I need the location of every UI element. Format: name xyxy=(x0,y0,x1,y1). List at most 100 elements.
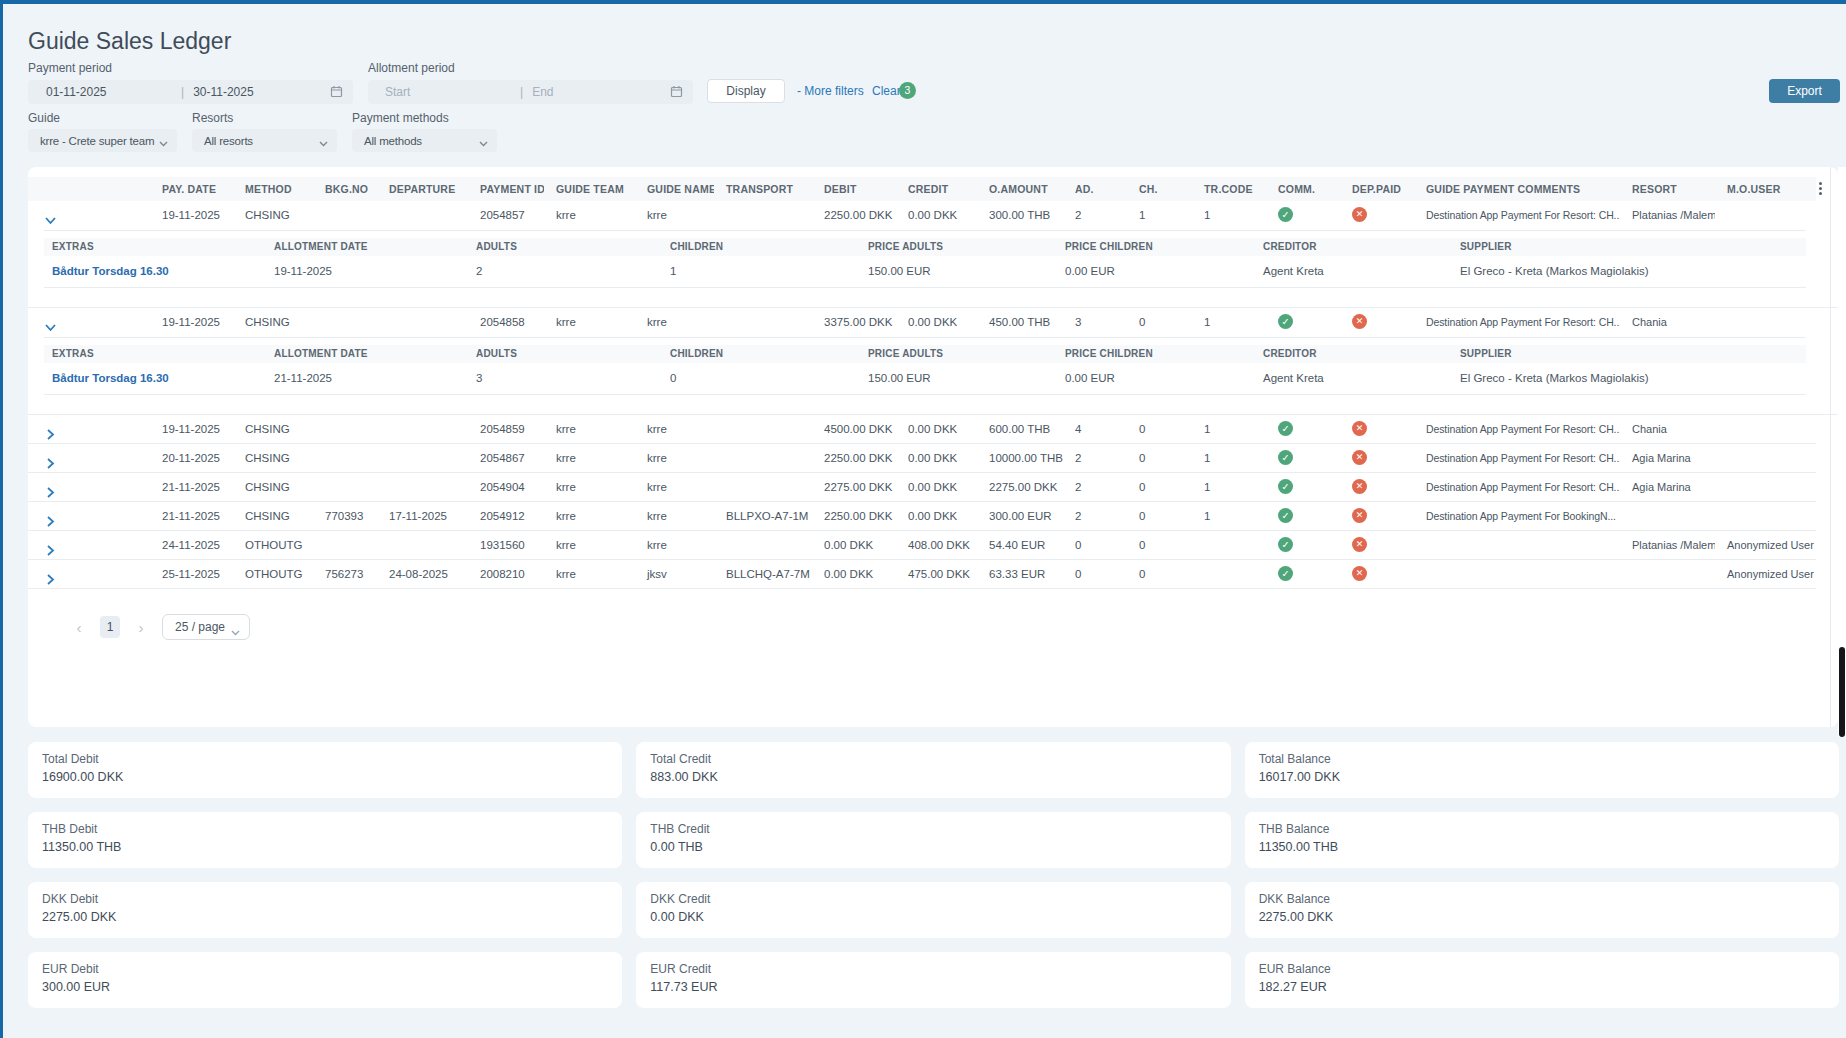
extras-link[interactable]: Bådtur Torsdag 16.30 xyxy=(44,363,266,394)
summary-card: Total Debit 16900.00 DKK xyxy=(28,742,622,798)
summary-value: 117.73 EUR xyxy=(650,980,1216,994)
allotment-period-input[interactable]: Start | End xyxy=(368,80,693,104)
commission-paid-icon: ✓ xyxy=(1278,537,1293,552)
summary-value: 300.00 EUR xyxy=(42,980,608,994)
resorts-label: Resorts xyxy=(192,111,233,125)
summary-label: Total Balance xyxy=(1259,752,1825,766)
resorts-select[interactable]: All resorts xyxy=(192,129,337,152)
payment-period-input[interactable]: 01-11-2025 | 30-11-2025 xyxy=(28,80,353,104)
summary-label: THB Credit xyxy=(650,822,1216,836)
summary-card: Total Credit 883.00 DKK xyxy=(636,742,1230,798)
deposit-not-paid-icon: ✕ xyxy=(1352,537,1367,552)
allotment-period-label: Allotment period xyxy=(368,61,455,75)
summary-card: DKK Balance 2275.00 DKK xyxy=(1245,882,1839,938)
page-size-select[interactable]: 25 / page xyxy=(162,614,250,640)
table-row[interactable]: 24-11-2025 OTHOUTG 1931560 krre krre 0.0… xyxy=(28,531,1816,560)
divider xyxy=(1830,167,1831,727)
deposit-not-paid-icon: ✕ xyxy=(1352,450,1367,465)
chevron-down-icon xyxy=(231,625,240,639)
summary-value: 11350.00 THB xyxy=(1259,840,1825,854)
column-settings-icon[interactable] xyxy=(1819,182,1823,197)
deposit-not-paid-icon: ✕ xyxy=(1352,479,1367,494)
sub-table-header: EXTRASALLOTMENT DATEADULTSCHILDRENPRICE … xyxy=(44,345,1806,363)
deposit-not-paid-icon: ✕ xyxy=(1352,566,1367,581)
deposit-not-paid-icon: ✕ xyxy=(1352,508,1367,523)
commission-paid-icon: ✓ xyxy=(1278,508,1293,523)
table-header: PAY. DATEMETHODBKG.NODEPARTUREPAYMENT ID… xyxy=(28,177,1816,201)
window-top-border xyxy=(0,0,1846,4)
summary-value: 0.00 DKK xyxy=(650,910,1216,924)
clear-count-badge: 3 xyxy=(899,82,916,99)
deposit-not-paid-icon: ✕ xyxy=(1352,421,1367,436)
calendar-icon xyxy=(330,85,343,101)
expand-chevron-icon[interactable] xyxy=(44,209,57,222)
payment-period-end[interactable]: 30-11-2025 xyxy=(193,85,254,99)
prev-page-button[interactable]: ‹ xyxy=(72,619,86,636)
commission-paid-icon: ✓ xyxy=(1278,421,1293,436)
summary-value: 0.00 THB xyxy=(650,840,1216,854)
table-row[interactable]: 25-11-2025 OTHOUTG 756273 24-08-2025 200… xyxy=(28,560,1816,589)
sub-table-header: EXTRASALLOTMENT DATEADULTSCHILDRENPRICE … xyxy=(44,238,1806,256)
expand-chevron-icon[interactable] xyxy=(44,510,57,523)
payment-period-start[interactable]: 01-11-2025 xyxy=(46,85,181,99)
summary-card: Total Balance 16017.00 DKK xyxy=(1245,742,1839,798)
commission-paid-icon: ✓ xyxy=(1278,207,1293,222)
summary-card: EUR Debit 300.00 EUR xyxy=(28,952,622,1008)
summary-label: DKK Debit xyxy=(42,892,608,906)
chevron-down-icon xyxy=(159,137,168,149)
payment-methods-select[interactable]: All methods xyxy=(352,129,497,152)
summary-card: DKK Debit 2275.00 DKK xyxy=(28,882,622,938)
summary-label: Total Debit xyxy=(42,752,608,766)
pagination: ‹ 1 › 25 / page xyxy=(72,614,1838,640)
table-row[interactable]: 21-11-2025 CHSING 770393 17-11-2025 2054… xyxy=(28,502,1816,531)
summary-label: THB Balance xyxy=(1259,822,1825,836)
summary-label: DKK Credit xyxy=(650,892,1216,906)
expand-chevron-icon[interactable] xyxy=(44,568,57,581)
extras-link[interactable]: Bådtur Torsdag 16.30 xyxy=(44,256,266,287)
ledger-table-card: PAY. DATEMETHODBKG.NODEPARTUREPAYMENT ID… xyxy=(28,167,1838,727)
table-row[interactable]: 19-11-2025 CHSING 2054857 krre krre 2250… xyxy=(28,201,1816,230)
summary-label: Total Credit xyxy=(650,752,1216,766)
summary-label: EUR Balance xyxy=(1259,962,1825,976)
display-button[interactable]: Display xyxy=(707,79,785,103)
expanded-row-section: EXTRASALLOTMENT DATEADULTSCHILDRENPRICE … xyxy=(28,337,1838,415)
expand-chevron-icon[interactable] xyxy=(44,423,57,436)
summary-value: 16900.00 DKK xyxy=(42,770,608,784)
summary-value: 16017.00 DKK xyxy=(1259,770,1825,784)
table-row[interactable]: 19-11-2025 CHSING 2054859 krre krre 4500… xyxy=(28,415,1816,444)
commission-paid-icon: ✓ xyxy=(1278,479,1293,494)
expand-chevron-icon[interactable] xyxy=(44,452,57,465)
table-row[interactable]: 21-11-2025 CHSING 2054904 krre krre 2275… xyxy=(28,473,1816,502)
commission-paid-icon: ✓ xyxy=(1278,314,1293,329)
guide-select[interactable]: krre - Crete super team xyxy=(28,129,177,152)
summary-value: 11350.00 THB xyxy=(42,840,608,854)
page-title: Guide Sales Ledger xyxy=(28,28,231,55)
summary-cards: Total Debit 16900.00 DKK Total Credit 88… xyxy=(28,742,1839,1008)
chevron-down-icon xyxy=(319,137,328,149)
commission-paid-icon: ✓ xyxy=(1278,450,1293,465)
summary-label: EUR Debit xyxy=(42,962,608,976)
chevron-down-icon xyxy=(479,137,488,149)
table-body: 19-11-2025 CHSING 2054857 krre krre 2250… xyxy=(28,201,1838,589)
page-number[interactable]: 1 xyxy=(100,616,120,638)
commission-paid-icon: ✓ xyxy=(1278,566,1293,581)
payment-period-label: Payment period xyxy=(28,61,112,75)
clear-link[interactable]: Clear xyxy=(872,84,901,98)
more-filters-link[interactable]: - More filters xyxy=(797,84,864,98)
expand-chevron-icon[interactable] xyxy=(44,481,57,494)
summary-label: DKK Balance xyxy=(1259,892,1825,906)
expand-chevron-icon[interactable] xyxy=(44,316,57,329)
allotment-period-start[interactable]: Start xyxy=(385,85,520,99)
table-row[interactable]: 20-11-2025 CHSING 2054867 krre krre 2250… xyxy=(28,444,1816,473)
scrollbar-thumb[interactable] xyxy=(1839,647,1845,737)
expand-chevron-icon[interactable] xyxy=(44,539,57,552)
summary-card: EUR Balance 182.27 EUR xyxy=(1245,952,1839,1008)
deposit-not-paid-icon: ✕ xyxy=(1352,207,1367,222)
export-button[interactable]: Export xyxy=(1769,79,1840,103)
summary-card: THB Debit 11350.00 THB xyxy=(28,812,622,868)
allotment-period-end[interactable]: End xyxy=(532,85,553,99)
table-row[interactable]: 19-11-2025 CHSING 2054858 krre krre 3375… xyxy=(28,308,1816,337)
next-page-button[interactable]: › xyxy=(134,619,148,636)
summary-value: 2275.00 DKK xyxy=(42,910,608,924)
summary-value: 182.27 EUR xyxy=(1259,980,1825,994)
